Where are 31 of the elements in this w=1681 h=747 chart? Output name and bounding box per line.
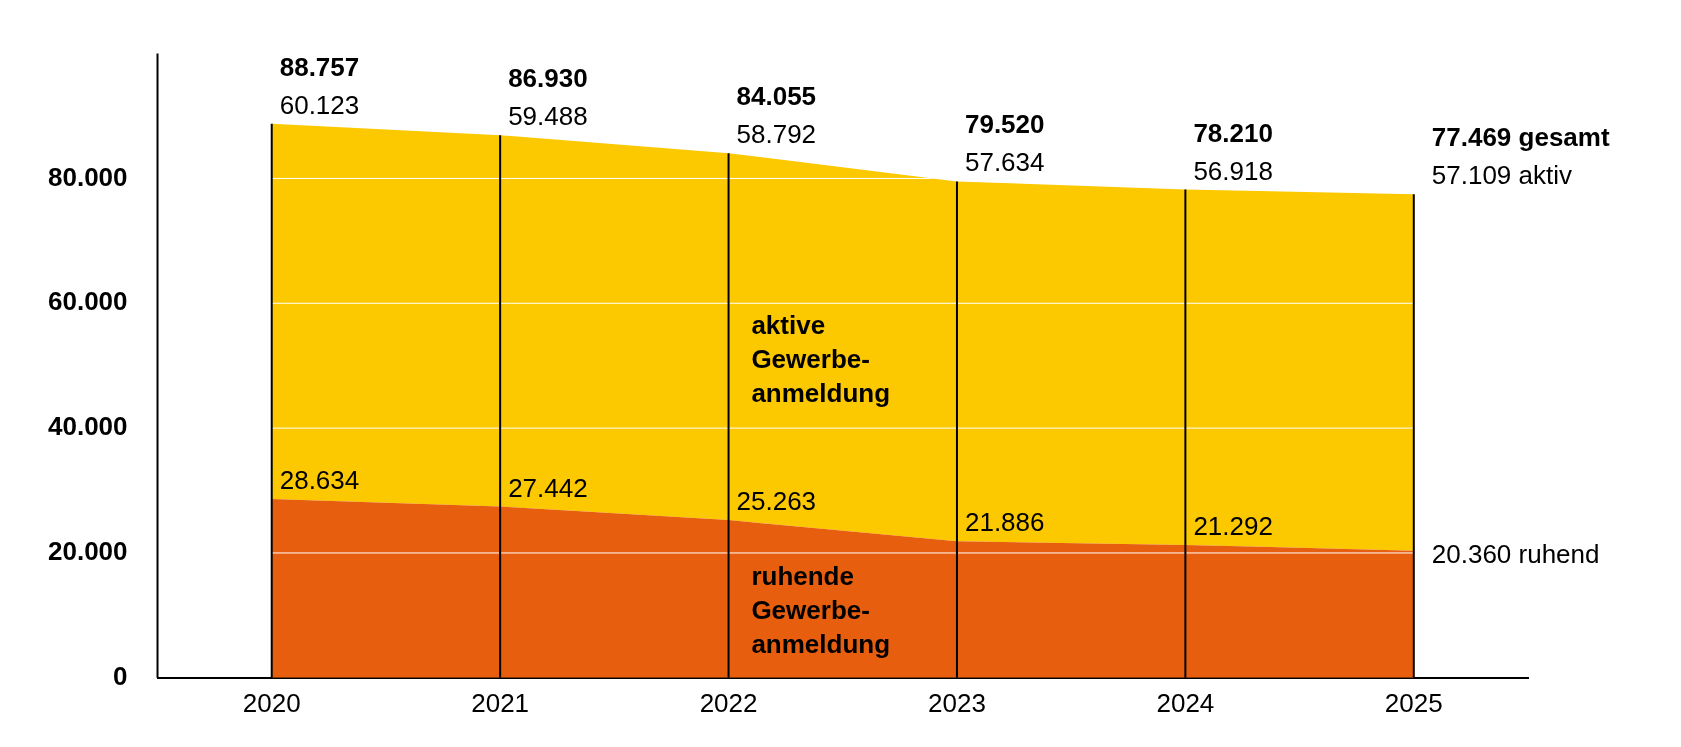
data-label: 57.634 [964,147,1045,178]
series-label: aktive Gewerbe-anmeldung [751,310,891,409]
data-label: 56.918 [1193,155,1273,186]
data-label: 27.442 [508,472,588,503]
y-tick-label: 40.000 [47,411,128,442]
total-label: 84.055 [736,81,817,112]
total-label: 79.520 [964,109,1045,140]
x-tick-label: 2024 [1156,687,1215,718]
series-label: ruhende Gewerbe-anmeldung [751,560,891,659]
data-label: 57.109 aktiv [1431,160,1573,191]
data-label: 20.360 ruhend [1431,538,1600,569]
x-tick-label: 2025 [1384,687,1443,718]
data-label: 60.123 [279,89,360,120]
x-tick-label: 2021 [471,687,530,718]
total-label: 78.210 [1193,117,1273,148]
total-label: 86.930 [508,63,588,94]
data-label: 59.488 [508,101,588,132]
total-label: 88.757 [279,51,360,82]
x-tick-label: 2020 [242,687,301,718]
data-label: 21.886 [964,507,1045,538]
y-tick-label: 60.000 [47,286,128,317]
y-tick-label: 80.000 [47,161,128,192]
total-label: 77.469 gesamt [1431,122,1610,153]
y-tick-label: 0 [113,660,128,691]
data-label: 21.292 [1193,510,1273,541]
data-label: 58.792 [736,119,817,150]
data-label: 28.634 [279,465,360,496]
y-tick-label: 20.000 [47,536,128,567]
x-tick-label: 2022 [699,687,758,718]
x-tick-label: 2023 [928,687,986,718]
data-label: 25.263 [736,486,817,517]
